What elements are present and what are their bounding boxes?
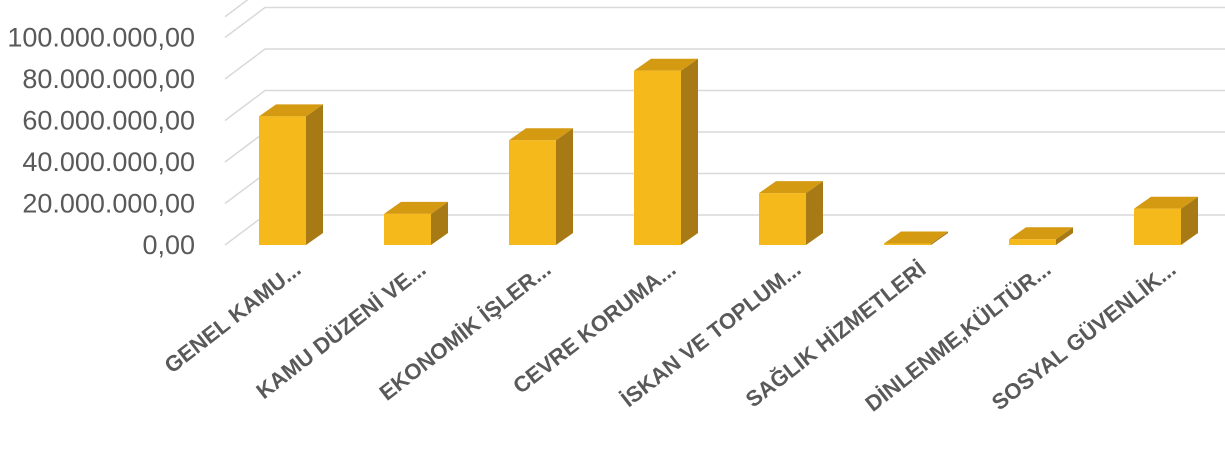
bar-front xyxy=(759,193,806,245)
bar-front xyxy=(509,140,556,245)
bar xyxy=(884,231,948,245)
bar xyxy=(384,201,448,245)
gridline xyxy=(224,48,1225,80)
bar-top xyxy=(1134,196,1198,209)
bar-front xyxy=(1009,239,1056,245)
bar xyxy=(509,128,573,245)
y-tick-label: 40.000.000,00 xyxy=(22,147,195,177)
bar-side xyxy=(306,104,323,245)
bar-side xyxy=(556,128,573,245)
bar-top xyxy=(509,128,573,141)
bar-front xyxy=(634,70,681,245)
bar-top xyxy=(1009,227,1073,240)
gridline xyxy=(224,131,1225,163)
bar-side xyxy=(681,58,698,246)
gridline xyxy=(224,172,1225,205)
x-axis-category-labels: GENEL KAMU...KAMU DÜZENİ VE...EKONOMİK İ… xyxy=(160,256,1181,416)
bar-front xyxy=(259,116,306,245)
y-tick-label: 20.000.000,00 xyxy=(22,189,195,219)
bar-top xyxy=(634,58,698,71)
y-tick-label: 80.000.000,00 xyxy=(22,64,195,94)
bar-front xyxy=(384,213,431,245)
bar xyxy=(1134,196,1198,245)
y-tick-label: 0,00 xyxy=(142,230,195,260)
bar-top xyxy=(259,104,323,117)
gridlines xyxy=(224,0,1225,246)
bar-side xyxy=(806,181,823,245)
bar xyxy=(634,58,698,246)
bar-side xyxy=(1056,227,1073,245)
y-tick-label: 100.000.000,00 xyxy=(7,23,195,53)
y-axis-tick-labels: 0,00 20.000.000,00 40.000.000,00 60.000.000… xyxy=(7,23,195,261)
bar-top xyxy=(759,181,823,194)
bar-top xyxy=(384,201,448,214)
bar xyxy=(1009,227,1073,245)
bar xyxy=(759,181,823,245)
bars xyxy=(259,58,1198,246)
bar-side xyxy=(931,231,948,245)
bar-front xyxy=(884,243,931,245)
bar-top xyxy=(884,231,948,244)
bar-front xyxy=(1134,208,1181,245)
bar-side xyxy=(1181,196,1198,245)
y-tick-label: 60.000.000,00 xyxy=(22,106,195,136)
bar xyxy=(259,104,323,245)
gridline xyxy=(224,89,1225,122)
gridline xyxy=(224,6,1225,39)
gridline xyxy=(224,214,1225,246)
gridline xyxy=(224,0,249,18)
bar-side xyxy=(431,201,448,245)
